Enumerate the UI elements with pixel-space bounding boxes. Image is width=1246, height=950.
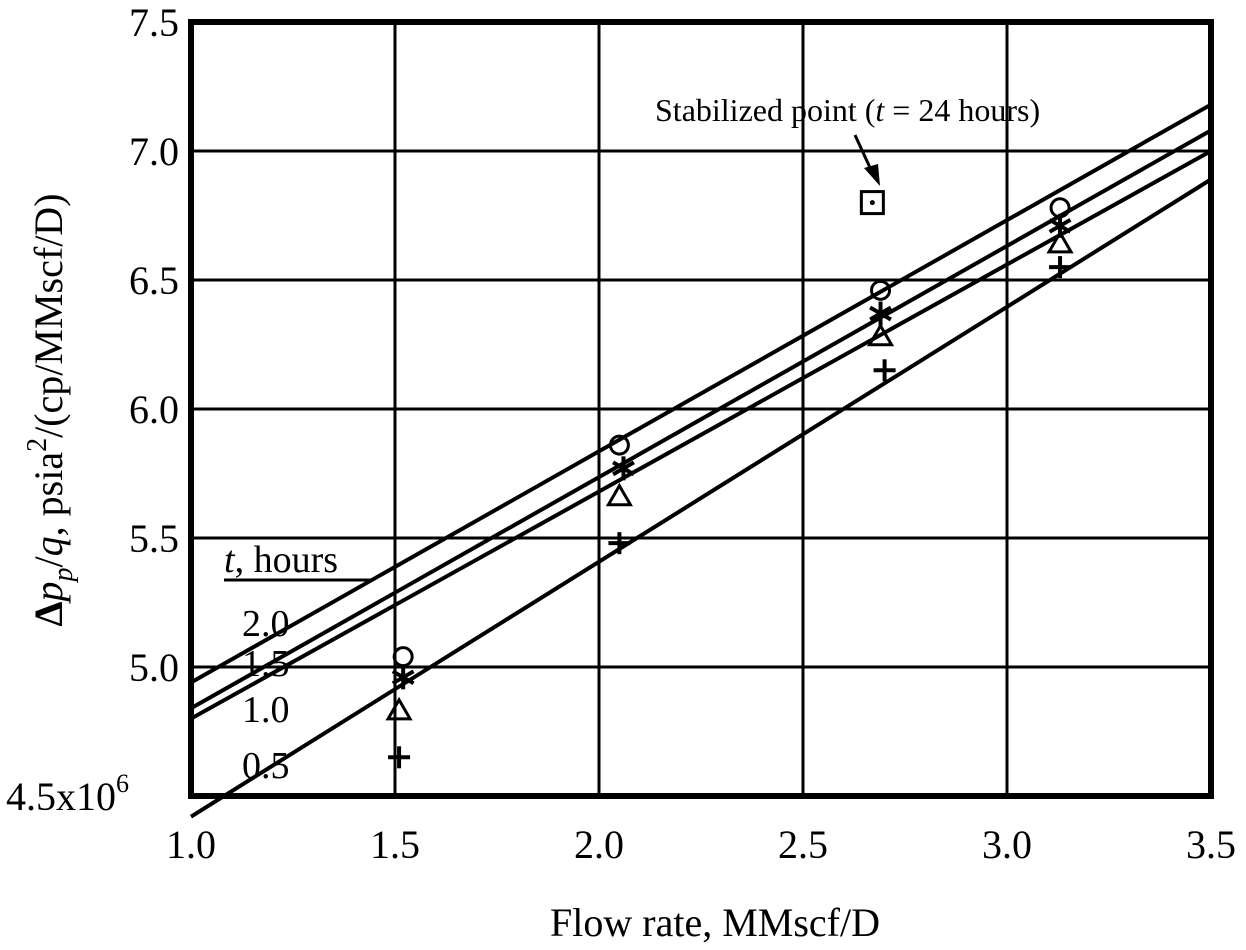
marker-star-1-5 <box>612 456 635 481</box>
x-tick-label: 3.0 <box>982 822 1032 867</box>
marker-triangle-1-0 <box>385 696 413 721</box>
y-tick-label-bottom: 4.5x106 <box>6 769 129 819</box>
marker-triangle-1-0 <box>866 322 895 347</box>
x-tick-label: 3.5 <box>1186 822 1236 867</box>
stabilized-arrow-head <box>864 164 880 186</box>
marker-star-1-5 <box>869 301 892 326</box>
fit-line-1-0 <box>190 149 1212 721</box>
x-tick-label: 2.0 <box>574 822 624 867</box>
fit-lines <box>189 102 1213 819</box>
stabilized-annotation: Stabilized point (t = 24 hours) <box>655 92 1040 186</box>
marker-circle-2-0 <box>392 646 414 668</box>
marker-circle-2-0 <box>870 279 892 301</box>
series-label-2-0: 2.0 <box>242 603 290 645</box>
marker-triangle-1-0 <box>605 482 634 507</box>
stabilized-label: Stabilized point (t = 24 hours) <box>655 92 1040 128</box>
grid-lines <box>189 20 1213 796</box>
y-tick-label: 7.5 <box>129 0 179 45</box>
marker-plus-0-5 <box>873 359 896 382</box>
series-label-1-5: 1.5 <box>242 643 290 685</box>
legend: t, hours 2.0 1.5 1.0 0.5 <box>224 539 372 787</box>
series-label-0-5: 0.5 <box>242 745 290 787</box>
y-axis-title: Δpp/q, psia2/(cp/MMscf/D) <box>22 193 79 626</box>
x-tick-label: 1.0 <box>166 822 216 867</box>
legend-title: t, hours <box>224 539 338 581</box>
y-tick-label: 5.5 <box>129 516 179 561</box>
marker-plus-0-5 <box>608 532 631 555</box>
x-tick-label: 2.5 <box>778 822 828 867</box>
tick-labels: 1.0 1.5 2.0 2.5 3.0 3.55.05.56.06.57.07.5 <box>129 0 1236 867</box>
marker-triangle-1-0 <box>1046 229 1074 254</box>
marker-circle-2-0 <box>608 434 630 456</box>
fit-line-0-5 <box>189 177 1213 819</box>
y-tick-label: 6.0 <box>129 387 179 432</box>
fit-line-1-5 <box>190 128 1212 711</box>
stabilized-point-marker <box>859 190 885 216</box>
x-axis-title: Flow rate, MMscf/D <box>550 900 880 945</box>
stabilized-arrow-shaft <box>853 134 874 173</box>
series-label-1-0: 1.0 <box>242 689 290 731</box>
y-tick-label: 6.5 <box>129 258 179 303</box>
fit-line-2-0 <box>190 102 1212 685</box>
data-markers <box>385 190 1074 769</box>
marker-plus-0-5 <box>1049 256 1072 279</box>
marker-plus-0-5 <box>388 746 411 769</box>
marker-star-1-5 <box>391 665 415 690</box>
y-tick-label: 5.0 <box>129 645 179 690</box>
plot-frame <box>188 19 1214 799</box>
x-tick-label: 1.5 <box>370 822 420 867</box>
y-tick-label: 7.0 <box>129 129 179 174</box>
